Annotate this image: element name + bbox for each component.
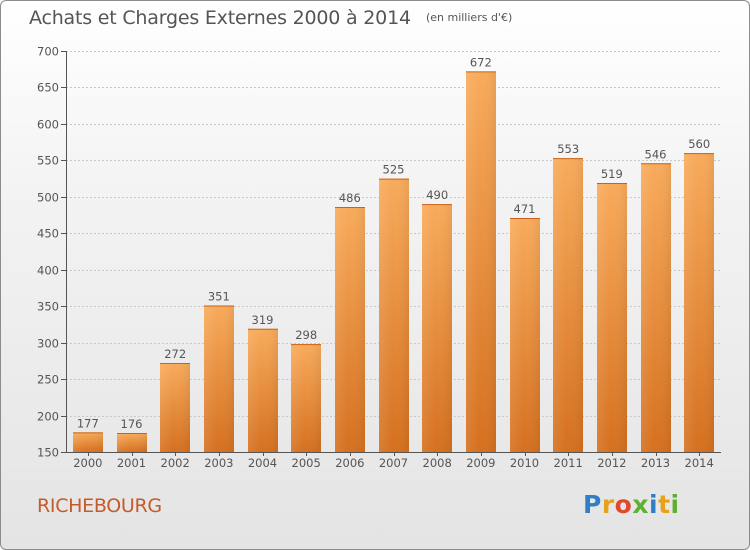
bar-value-label: 298 — [295, 328, 317, 342]
bar-sheen — [466, 71, 496, 452]
bar-sheen — [510, 217, 540, 452]
bar-sheen — [204, 305, 234, 452]
y-tick-label: 650 — [37, 81, 59, 95]
x-tick-label: 2004 — [248, 456, 277, 470]
bar-value-label: 319 — [252, 313, 274, 327]
bar-sheen — [597, 182, 627, 452]
x-tick-label: 2008 — [423, 456, 452, 470]
y-tick-label: 550 — [37, 154, 59, 168]
y-tick-label: 700 — [37, 45, 59, 59]
bar-value-label: 546 — [645, 147, 667, 161]
y-tick-label: 350 — [37, 300, 59, 314]
bar-value-label: 490 — [426, 188, 448, 202]
bar-value-label: 177 — [77, 416, 99, 430]
bar-value-label: 272 — [164, 347, 186, 361]
x-tick-label: 2007 — [379, 456, 408, 470]
x-tick-label: 2006 — [335, 456, 364, 470]
bar-sheen — [335, 207, 365, 452]
logo-letter: i — [670, 490, 680, 519]
logo-letter: r — [601, 490, 615, 519]
proxiti-logo: Proxiti — [583, 490, 680, 519]
x-tick-label: 2000 — [73, 456, 102, 470]
logo-letter: t — [658, 490, 671, 519]
x-tick-label: 2001 — [117, 456, 146, 470]
y-tick-label: 250 — [37, 373, 59, 387]
x-tick-label: 2012 — [597, 456, 626, 470]
chart-subtitle: (en milliers d'€) — [425, 11, 513, 24]
x-tick-label: 2002 — [161, 456, 190, 470]
x-tick-label: 2013 — [641, 456, 670, 470]
bar-value-label: 560 — [688, 137, 710, 151]
y-tick-label: 300 — [37, 337, 59, 351]
chart-title-row: Achats et Charges Externes 2000 à 2014 (… — [29, 7, 512, 29]
bar-sheen — [553, 158, 583, 452]
x-tick-label: 2011 — [554, 456, 583, 470]
y-tick-label: 450 — [37, 227, 59, 241]
bar-sheen — [684, 153, 714, 452]
x-tick-label: 2003 — [204, 456, 233, 470]
logo-letter: P — [583, 490, 602, 519]
logo-letter: i — [649, 490, 659, 519]
chart-title: Achats et Charges Externes 2000 à 2014 — [29, 7, 411, 29]
bar-value-label: 471 — [514, 202, 536, 216]
logo-letter: x — [632, 490, 649, 519]
bar-sheen — [117, 433, 147, 452]
bar-value-label: 486 — [339, 191, 361, 205]
bar-sheen — [248, 328, 278, 452]
x-tick-label: 2005 — [292, 456, 321, 470]
commune-name: RICHEBOURG — [37, 495, 162, 517]
bar-value-label: 553 — [557, 142, 579, 156]
bar-sheen — [641, 163, 671, 452]
x-tick-label: 2010 — [510, 456, 539, 470]
bar-sheen — [73, 432, 103, 452]
bar-value-label: 525 — [383, 163, 405, 177]
logo-letter: o — [614, 490, 633, 519]
bar-value-label: 176 — [121, 417, 143, 431]
y-tick-label: 600 — [37, 118, 59, 132]
bar-value-label: 351 — [208, 289, 230, 303]
y-tick-label: 150 — [37, 446, 59, 460]
y-tick-label: 500 — [37, 191, 59, 205]
y-tick-label: 400 — [37, 264, 59, 278]
bar-value-label: 519 — [601, 167, 623, 181]
bar-sheen — [379, 178, 409, 452]
x-tick-label: 2009 — [466, 456, 495, 470]
bar-sheen — [160, 363, 190, 452]
bar-sheen — [291, 344, 321, 452]
y-tick-label: 200 — [37, 410, 59, 424]
x-tick-label: 2014 — [685, 456, 714, 470]
bar-sheen — [422, 204, 452, 452]
bar-value-label: 672 — [470, 55, 492, 69]
